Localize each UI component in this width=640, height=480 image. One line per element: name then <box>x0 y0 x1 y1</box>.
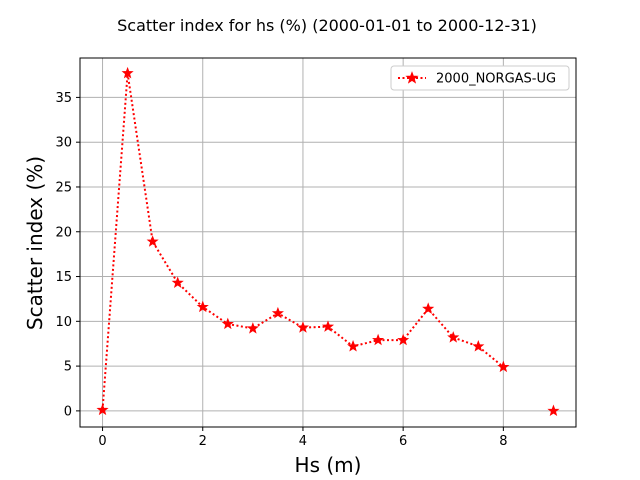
x-axis-ticks: 0 2 4 6 8 <box>98 427 507 449</box>
data-point-star <box>321 320 335 332</box>
plot-area <box>96 66 560 417</box>
y-tick-label: 25 <box>55 180 72 195</box>
x-tick-label: 8 <box>499 434 507 449</box>
x-tick-label: 4 <box>299 434 307 449</box>
data-point-star <box>397 333 410 346</box>
y-tick-label: 20 <box>55 225 72 240</box>
data-point-star <box>221 317 234 330</box>
x-tick-label: 6 <box>399 434 407 449</box>
axes-frame <box>79 57 577 428</box>
data-point-star <box>171 276 184 288</box>
data-point-star <box>447 331 460 343</box>
legend: 2000_NORGAS-UG <box>390 65 570 91</box>
y-tick-label: 10 <box>55 315 72 330</box>
data-point-star <box>547 404 560 417</box>
x-tick-label: 2 <box>199 434 207 449</box>
data-point-star <box>372 333 385 346</box>
data-point-star <box>196 300 209 313</box>
y-tick-label: 35 <box>55 91 72 106</box>
y-axis-ticks: 0 5 10 15 20 25 30 35 <box>55 91 80 419</box>
data-point-star <box>422 302 435 314</box>
data-point-star <box>121 66 134 79</box>
y-axis-label: Scatter index (%) <box>23 156 47 330</box>
y-tick-label: 15 <box>55 270 72 285</box>
chart-title: Scatter index for hs (%) (2000-01-01 to … <box>117 16 537 35</box>
data-point-star <box>296 321 309 333</box>
y-tick-label: 5 <box>64 360 72 375</box>
y-tick-label: 30 <box>55 136 72 151</box>
data-point-star <box>472 340 485 352</box>
x-tick-label: 0 <box>98 434 106 449</box>
y-tick-label: 0 <box>64 404 72 419</box>
data-point-star <box>347 340 360 352</box>
data-point-star <box>271 306 284 319</box>
data-point-star <box>96 403 109 416</box>
x-axis-label: Hs (m) <box>295 453 362 477</box>
grid <box>80 58 576 427</box>
legend-label: 2000_NORGAS-UG <box>436 72 556 87</box>
legend-box <box>390 65 570 91</box>
legend-star-marker <box>405 71 419 84</box>
data-point-star <box>146 235 159 247</box>
series-line <box>101 73 504 411</box>
data-point-star <box>497 360 510 373</box>
data-point-star <box>246 322 259 334</box>
